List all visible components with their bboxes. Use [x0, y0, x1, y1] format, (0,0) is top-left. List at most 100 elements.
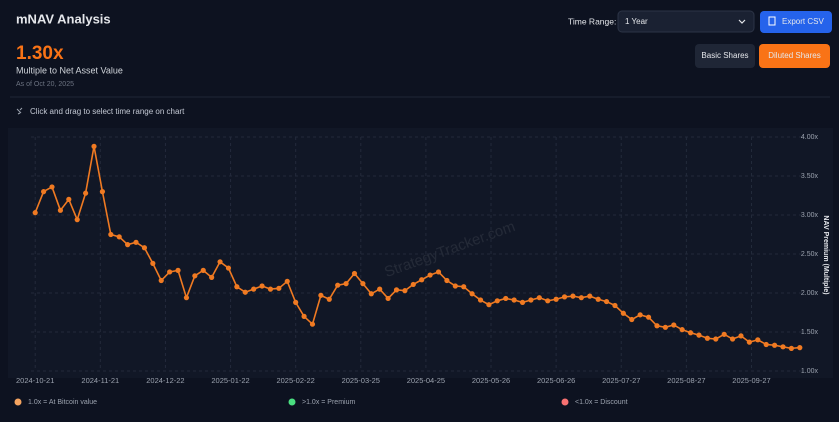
dropdown-arrow — [738, 19, 746, 24]
data-point — [141, 245, 148, 251]
as-of: As of Oct 20, 2025 — [16, 81, 74, 88]
data-point — [192, 273, 198, 279]
data-point — [603, 298, 610, 305]
data-point — [713, 336, 719, 342]
data-point — [721, 331, 727, 337]
y-axis-label: NAV Premium (Multiple) — [822, 215, 829, 294]
data-point — [335, 282, 341, 288]
data-point — [267, 286, 274, 292]
time-range-select[interactable] — [617, 10, 755, 33]
data-point — [234, 284, 240, 290]
data-point — [108, 231, 114, 238]
title: mNAV Analysis — [16, 11, 111, 26]
hint: Click and drag to select time range on c… — [30, 107, 185, 116]
x-tick-label: 2025-07-27 — [602, 376, 640, 385]
x-tick-label: 2025-03-25 — [342, 376, 380, 385]
data-point — [368, 291, 374, 297]
data-point — [696, 332, 702, 338]
data-point — [570, 293, 576, 299]
data-point — [41, 189, 47, 195]
data-point — [410, 281, 416, 288]
diluted-shares-label[interactable]: Diluted Shares — [768, 51, 820, 60]
time-range-label: Time Range: — [568, 16, 616, 26]
export-button[interactable] — [760, 11, 832, 33]
y-tick-label: 3.00x — [801, 212, 819, 219]
y-tick-label: 2.50x — [801, 251, 819, 258]
data-point — [662, 324, 668, 330]
data-point — [200, 267, 206, 273]
time-range-value[interactable]: 1 Year — [625, 17, 648, 26]
data-point — [217, 259, 223, 265]
data-point — [629, 316, 635, 323]
data-point — [645, 314, 652, 320]
data-point — [536, 295, 542, 301]
data-point — [687, 330, 694, 336]
diluted-shares-button[interactable] — [759, 44, 830, 68]
data-point — [612, 302, 618, 309]
data-point — [444, 277, 450, 284]
basic-shares-button[interactable] — [695, 44, 755, 68]
y-tick-label: 2.00x — [801, 290, 819, 297]
data-point — [561, 294, 568, 300]
data-point — [797, 345, 803, 351]
data-point — [486, 302, 492, 308]
y-tick-label: 1.50x — [801, 329, 819, 336]
data-point — [461, 284, 467, 290]
export-label[interactable]: Export CSV — [782, 17, 824, 26]
data-point — [578, 295, 584, 301]
legend-label: <1.0x = Discount — [575, 399, 628, 406]
data-point — [99, 189, 106, 195]
data-point — [637, 312, 643, 318]
x-tick-label: 2025-04-25 — [407, 376, 445, 385]
data-point — [511, 297, 517, 303]
basic-shares-label[interactable]: Basic Shares — [701, 51, 748, 60]
data-point — [755, 337, 761, 343]
x-tick-label: 2025-08-27 — [667, 376, 705, 385]
x-tick-label: 2025-06-26 — [537, 376, 575, 385]
data-point — [587, 293, 593, 299]
x-tick-label: 2025-01-22 — [211, 376, 249, 385]
y-tick-label: 1.00x — [801, 368, 819, 375]
summary-value: 1.30x — [16, 43, 64, 64]
data-point — [528, 297, 534, 303]
y-tick-label: 4.00x — [801, 134, 819, 141]
data-point — [503, 295, 509, 302]
y-tick-label: 3.50x — [801, 173, 819, 180]
data-point — [771, 342, 778, 348]
data-point — [293, 299, 299, 305]
data-point — [66, 196, 72, 202]
data-point — [183, 295, 190, 301]
legend-label: >1.0x = Premium — [302, 399, 355, 406]
data-point — [553, 296, 559, 302]
x-tick-label: 2025-02-22 — [276, 376, 314, 385]
data-point — [125, 242, 131, 248]
legend-marker — [561, 398, 569, 406]
data-point — [452, 283, 458, 289]
data-point — [519, 299, 526, 305]
legend-label: 1.0x = At Bitcoin value — [28, 399, 97, 406]
data-point — [469, 291, 475, 297]
data-point — [738, 333, 744, 339]
data-point — [385, 295, 391, 302]
data-point — [435, 269, 442, 275]
data-point — [620, 310, 626, 316]
data-point — [74, 217, 80, 223]
data-point — [133, 239, 139, 245]
data-point — [671, 322, 677, 328]
data-point — [150, 260, 156, 266]
data-point — [326, 296, 332, 302]
data-point — [116, 234, 122, 240]
data-point — [746, 339, 752, 345]
data-point — [788, 345, 794, 351]
data-point — [402, 288, 408, 294]
data-point — [780, 344, 786, 350]
data-point — [318, 292, 324, 298]
x-tick-label: 2024-10-21 — [16, 376, 54, 385]
x-tick-label: 2025-09-27 — [732, 376, 770, 385]
legend-marker — [288, 398, 296, 406]
data-point — [393, 287, 400, 293]
data-point — [729, 336, 736, 342]
data-point — [360, 281, 366, 287]
x-tick-label: 2025-05-26 — [472, 376, 510, 385]
